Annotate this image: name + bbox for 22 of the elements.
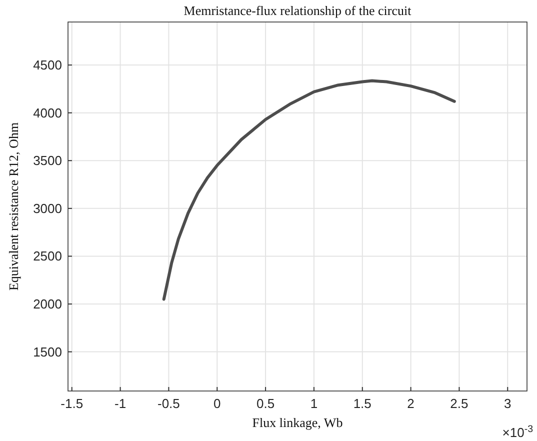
x-tick-label: 1.5 [353,396,372,411]
chart-title: Memristance-flux relationship of the circuit [184,3,412,18]
y-tick-label: 2000 [33,296,62,312]
text: ×10$^{-3}$ [502,424,533,440]
x-tick-label: -1.5 [60,396,84,411]
x-tick-label: -0.5 [158,396,180,411]
x-tick-label: -1 [114,396,126,411]
y-tick-label: 1500 [33,344,62,360]
y-axis-title: Equivalent resistance R12, Ohm [6,122,21,291]
y-tick-label: 3500 [33,153,62,168]
x-axis-title: Flux linkage, Wb [252,415,343,430]
x-tick-label: 2 [407,396,414,411]
line-series [162,79,456,301]
x-tick-label: 1 [310,396,318,411]
x-tick-label: 2.5 [450,396,468,411]
y-tick-label: 4000 [33,105,62,120]
x-tick-label: 0.5 [256,396,275,411]
y-tick-label: 4500 [33,58,62,73]
y-tick-label: 3000 [33,200,62,216]
x-tick-label: 3 [504,396,512,411]
x-tick-label: 0 [214,396,221,411]
y-tick-label: 2500 [33,248,62,264]
